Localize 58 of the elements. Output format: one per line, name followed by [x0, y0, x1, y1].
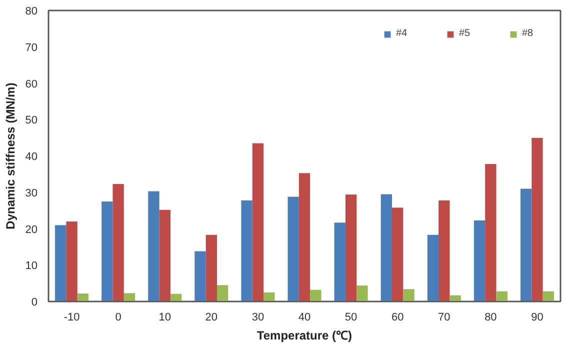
- bar: [206, 234, 217, 302]
- y-tick-label: 20: [25, 224, 38, 236]
- y-tick-label: 10: [25, 260, 38, 272]
- bar: [66, 221, 78, 302]
- x-tick-label: 40: [298, 312, 311, 324]
- bar: [55, 225, 66, 302]
- bar: [438, 200, 450, 302]
- y-tick-label: 70: [25, 42, 38, 54]
- bar: [403, 289, 414, 302]
- bar: [496, 291, 508, 302]
- x-tick-label: 60: [391, 312, 404, 324]
- bar: [288, 196, 299, 302]
- x-axis-title: Temperature (℃): [256, 328, 352, 342]
- bar: [392, 208, 404, 302]
- legend-label: #8: [522, 28, 534, 39]
- y-tick-label: 30: [25, 187, 38, 200]
- bar: [77, 293, 89, 302]
- bar: [532, 138, 543, 302]
- bar: [112, 184, 124, 302]
- bar: [485, 164, 496, 302]
- bar: [345, 194, 357, 302]
- y-tick-label: 60: [25, 78, 38, 90]
- bar: [380, 194, 392, 302]
- y-tick-label: 50: [25, 114, 38, 127]
- x-tick-label: 0: [115, 312, 122, 324]
- bar: [334, 222, 346, 302]
- legend-label: #4: [396, 28, 408, 39]
- x-tick-label: 10: [158, 312, 171, 324]
- bar: [542, 291, 554, 302]
- x-tick-label: 20: [205, 312, 218, 324]
- x-tick-label: 70: [438, 312, 450, 324]
- bar: [216, 285, 228, 302]
- bar: [310, 290, 322, 302]
- bar: [252, 143, 264, 302]
- bar: [194, 251, 206, 302]
- bar: [241, 200, 252, 302]
- bar: [450, 295, 461, 302]
- x-tick-label: 50: [344, 312, 358, 324]
- bar: [427, 234, 439, 302]
- y-tick-label: 0: [31, 296, 38, 308]
- bar: [356, 285, 368, 302]
- bar: [170, 294, 182, 302]
- x-tick-label: 30: [252, 312, 264, 324]
- legend-label: #5: [459, 28, 472, 39]
- x-tick-label: 90: [531, 312, 544, 324]
- y-tick-label: 80: [25, 6, 38, 18]
- bar: [264, 292, 275, 302]
- y-tick-label: 40: [25, 151, 38, 163]
- bar: [520, 188, 532, 302]
- bar: [159, 210, 170, 302]
- bar: [102, 201, 113, 302]
- bar: [124, 293, 136, 302]
- bar: [298, 173, 310, 302]
- y-axis-title: Dynamic stiffness (MN/m): [3, 82, 18, 230]
- x-tick-label: 80: [484, 312, 497, 324]
- bar: [474, 220, 486, 302]
- bar: [148, 191, 160, 302]
- x-tick-label: -10: [64, 312, 80, 324]
